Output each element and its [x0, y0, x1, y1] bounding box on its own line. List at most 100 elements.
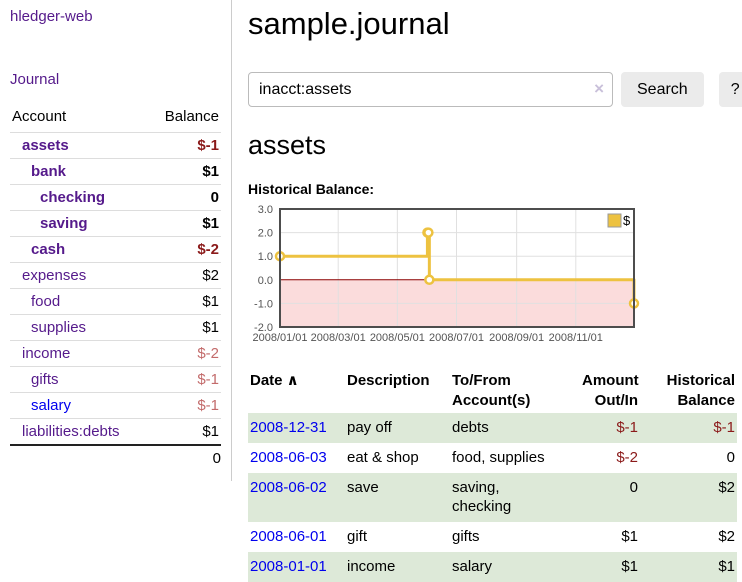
data-point: [424, 274, 435, 286]
transaction-date-cell: 2008-12-31: [248, 413, 345, 443]
transaction-balance-cell: $-1: [713, 419, 735, 436]
account-link[interactable]: supplies: [31, 319, 87, 336]
accounts-header-row: Account Balance: [10, 104, 221, 133]
account-row: assets $-1: [10, 132, 221, 159]
search-box: ×: [248, 72, 613, 107]
x-axis-label: 2008/09/01: [489, 332, 544, 344]
account-balance: $-1: [147, 392, 221, 419]
account-link[interactable]: saving: [40, 215, 88, 232]
account-link[interactable]: checking: [40, 189, 106, 206]
transaction-amount-cell: 0: [629, 479, 638, 496]
transaction-date-cell: 2008-06-03: [248, 443, 345, 473]
transaction-amount-cell: $-1: [616, 419, 638, 436]
account-balance: $1: [147, 158, 221, 185]
search-form: × Search ?: [248, 72, 742, 107]
account-name-cell: salary: [10, 392, 148, 419]
transaction-row[interactable]: 2008-12-31 pay off debts $-1 $-1: [248, 413, 737, 443]
register-column-header: To/From Account(s): [452, 372, 531, 409]
transaction-amount-cell: $1: [621, 528, 638, 545]
transaction-date-cell: 2008-06-02: [248, 473, 345, 522]
transaction-row[interactable]: 2008-06-02 save saving, checking 0 $2: [248, 473, 737, 522]
transaction-date-link[interactable]: 2008-12-31: [250, 419, 327, 436]
brand-link[interactable]: hledger-web: [10, 8, 93, 25]
account-row: cash $-2: [10, 236, 221, 263]
account-name-cell: checking: [10, 184, 148, 211]
page-title: sample.journal: [248, 6, 450, 41]
account-balance: $-1: [147, 132, 221, 159]
account-name-cell: liabilities:debts: [10, 418, 148, 445]
account-link[interactable]: food: [31, 293, 61, 310]
account-link[interactable]: cash: [31, 241, 66, 258]
transaction-balance-cell: $1: [718, 558, 735, 575]
total-spacer: [10, 444, 148, 471]
account-balance: $-2: [147, 236, 221, 263]
account-link[interactable]: bank: [31, 163, 67, 180]
account-row: saving $1: [10, 210, 221, 237]
y-axis-label: 0.0: [258, 275, 273, 287]
accounts-table: Account Balance assets $-1 bank $1 checking 0…: [10, 104, 221, 471]
transaction-date-cell: 2008-06-01: [248, 522, 345, 552]
accounts-total-row: 0: [10, 444, 221, 471]
register-column-header: Historical Balance: [666, 372, 735, 409]
sidebar-item-journal[interactable]: Journal: [10, 71, 60, 88]
account-link[interactable]: expenses: [22, 267, 87, 284]
y-axis-label: 3.0: [258, 204, 273, 216]
transaction-balance-cell: $2: [718, 479, 735, 496]
account-column-header: Account: [12, 108, 67, 125]
sort-ascending-icon: ∧: [282, 372, 299, 389]
register-column-header: Description: [347, 372, 430, 389]
transaction-date-link[interactable]: 2008-06-01: [250, 528, 327, 545]
transaction-accounts-cell: gifts: [452, 528, 480, 545]
transaction-row[interactable]: 2008-06-01 gift gifts $1 $2: [248, 522, 737, 552]
account-link[interactable]: salary: [31, 397, 72, 414]
transaction-row[interactable]: 2008-01-01 income salary $1 $1: [248, 552, 737, 582]
transaction-description-cell: income: [347, 558, 396, 575]
search-button[interactable]: Search: [621, 72, 704, 107]
search-input[interactable]: [248, 72, 613, 107]
y-axis-label: -2.0: [254, 322, 273, 334]
plot-border: [279, 208, 635, 328]
data-point: [423, 227, 434, 238]
account-link[interactable]: gifts: [31, 371, 59, 388]
account-balance: $-2: [147, 340, 221, 367]
transaction-amount-cell: $-2: [616, 449, 638, 466]
clear-search-icon[interactable]: ×: [594, 79, 604, 98]
y-axis-label: -1.0: [254, 298, 273, 310]
sidebar: hledger-web Journal Account Balance asse…: [0, 0, 232, 481]
account-link[interactable]: assets: [22, 137, 69, 154]
transaction-description-cell: eat & shop: [347, 449, 419, 466]
legend-swatch: [607, 213, 622, 228]
register-column-header: Amount Out/In: [582, 372, 639, 409]
register-table: Date ∧ Description To/From Account(s) Amount…: [248, 369, 737, 582]
x-axis-label: 2008/07/01: [429, 332, 484, 344]
account-row: expenses $2: [10, 262, 221, 289]
transaction-date-link[interactable]: 2008-06-03: [250, 449, 327, 466]
transaction-date-cell: 2008-01-01: [248, 552, 345, 582]
register-column-header: Date ∧: [250, 372, 299, 389]
help-button[interactable]: ?: [718, 72, 742, 107]
balance-chart[interactable]: 3.0 2.0 1.0 0.0 -1.0 -2.0 2008/01/01 2008/03/01…: [248, 203, 742, 349]
transaction-date-link[interactable]: 2008-01-01: [250, 558, 327, 575]
account-name-cell: supplies: [10, 314, 148, 341]
account-name-cell: food: [10, 288, 148, 315]
transaction-row[interactable]: 2008-06-03 eat & shop food, supplies $-2 0: [248, 443, 737, 473]
account-link[interactable]: liabilities:debts: [22, 423, 120, 440]
chart-title: Historical Balance:: [248, 181, 375, 197]
transaction-accounts-cell: salary: [452, 558, 493, 575]
x-axis-label: 2008/03/01: [311, 332, 366, 344]
account-row: gifts $-1: [10, 366, 221, 393]
account-name-cell: expenses: [10, 262, 148, 289]
account-name-cell: income: [10, 340, 148, 367]
account-row: income $-2: [10, 340, 221, 367]
x-axis-label: 2008/05/01: [370, 332, 425, 344]
x-axis-label: 2008/11/01: [549, 332, 603, 344]
register-header-row: Date ∧ Description To/From Account(s) Amount…: [248, 369, 737, 413]
account-name-cell: gifts: [10, 366, 148, 393]
x-axis-label: 2008/01/01: [252, 332, 307, 344]
transaction-description-cell: save: [347, 479, 379, 496]
transaction-accounts-cell: debts: [452, 419, 489, 436]
transaction-date-link[interactable]: 2008-06-02: [250, 479, 327, 496]
account-link[interactable]: income: [22, 345, 71, 362]
